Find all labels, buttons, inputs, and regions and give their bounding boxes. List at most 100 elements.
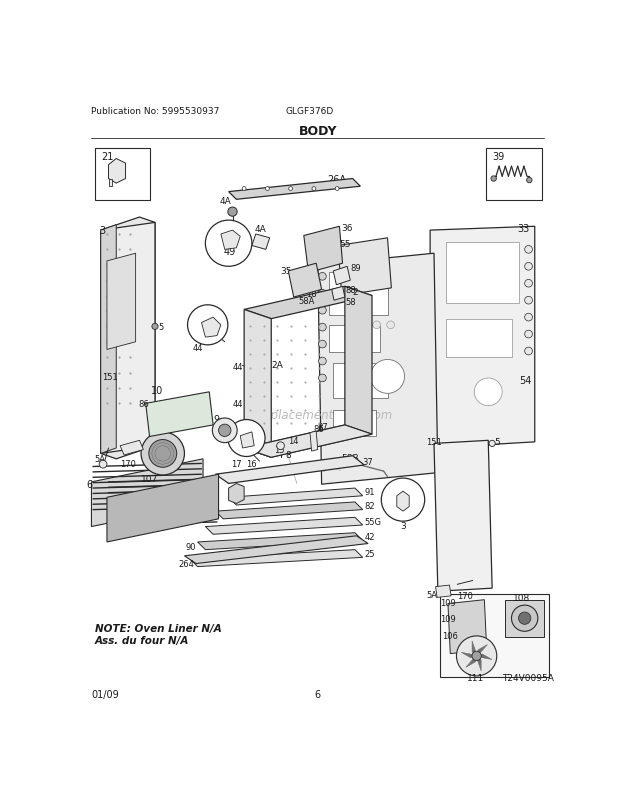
Text: 111: 111 bbox=[467, 673, 484, 683]
Text: 15: 15 bbox=[275, 445, 285, 455]
Circle shape bbox=[387, 322, 394, 330]
Text: 35: 35 bbox=[280, 267, 292, 276]
Text: 5A: 5A bbox=[427, 590, 437, 599]
Text: 18: 18 bbox=[306, 290, 317, 298]
Circle shape bbox=[525, 297, 533, 305]
Text: 44: 44 bbox=[232, 363, 243, 371]
Text: 82: 82 bbox=[365, 501, 375, 511]
Text: 14: 14 bbox=[288, 436, 299, 445]
Polygon shape bbox=[317, 254, 438, 484]
Polygon shape bbox=[252, 235, 270, 250]
Circle shape bbox=[212, 419, 237, 443]
Polygon shape bbox=[241, 432, 254, 448]
Polygon shape bbox=[430, 227, 534, 448]
Polygon shape bbox=[332, 287, 345, 301]
Polygon shape bbox=[338, 238, 391, 296]
Polygon shape bbox=[108, 180, 112, 187]
Polygon shape bbox=[229, 488, 363, 505]
Bar bbox=[505, 600, 544, 637]
Circle shape bbox=[381, 479, 425, 521]
Text: Publication No: 5995530937: Publication No: 5995530937 bbox=[92, 107, 220, 116]
Circle shape bbox=[526, 178, 532, 184]
Polygon shape bbox=[397, 492, 409, 512]
Text: 26A: 26A bbox=[327, 174, 346, 184]
Polygon shape bbox=[205, 517, 363, 535]
Text: 5: 5 bbox=[158, 322, 163, 331]
Polygon shape bbox=[477, 645, 487, 656]
Text: 91: 91 bbox=[365, 488, 374, 496]
Text: 58A: 58A bbox=[298, 297, 315, 306]
Text: 49: 49 bbox=[223, 246, 236, 257]
Polygon shape bbox=[244, 425, 372, 458]
Text: 5: 5 bbox=[495, 438, 500, 447]
Polygon shape bbox=[202, 318, 221, 338]
Circle shape bbox=[525, 348, 533, 355]
Polygon shape bbox=[244, 310, 272, 458]
Polygon shape bbox=[288, 264, 322, 298]
Bar bbox=[334, 364, 388, 399]
Text: 109: 109 bbox=[440, 614, 456, 624]
Polygon shape bbox=[310, 431, 317, 452]
Circle shape bbox=[228, 420, 265, 457]
Circle shape bbox=[319, 307, 326, 314]
Circle shape bbox=[525, 280, 533, 288]
Text: 33: 33 bbox=[518, 224, 530, 233]
Text: 10: 10 bbox=[151, 386, 164, 395]
Text: 109: 109 bbox=[440, 597, 456, 607]
Circle shape bbox=[345, 322, 353, 330]
Bar bbox=[334, 410, 376, 437]
Circle shape bbox=[489, 441, 495, 447]
Text: 37: 37 bbox=[363, 458, 373, 467]
Polygon shape bbox=[107, 254, 136, 350]
Text: 21: 21 bbox=[100, 152, 113, 162]
Text: 43: 43 bbox=[396, 488, 407, 497]
Bar bbox=[440, 594, 549, 678]
Polygon shape bbox=[120, 441, 143, 456]
Text: 86: 86 bbox=[138, 399, 149, 408]
Circle shape bbox=[525, 314, 533, 322]
Polygon shape bbox=[229, 180, 360, 200]
Circle shape bbox=[228, 208, 237, 217]
Polygon shape bbox=[448, 600, 487, 654]
Text: 54: 54 bbox=[520, 376, 531, 386]
Text: 151: 151 bbox=[102, 372, 118, 382]
Bar bbox=[446, 319, 511, 358]
Circle shape bbox=[373, 322, 381, 330]
Circle shape bbox=[319, 358, 326, 366]
Text: T24V0095A: T24V0095A bbox=[502, 673, 554, 683]
Circle shape bbox=[512, 606, 538, 631]
Polygon shape bbox=[477, 654, 492, 660]
Polygon shape bbox=[198, 533, 363, 550]
Circle shape bbox=[312, 188, 316, 191]
Text: 58: 58 bbox=[346, 298, 356, 307]
Polygon shape bbox=[221, 231, 241, 250]
Polygon shape bbox=[434, 441, 492, 592]
Text: 6: 6 bbox=[315, 690, 321, 699]
Circle shape bbox=[359, 322, 366, 330]
Circle shape bbox=[371, 360, 404, 394]
Polygon shape bbox=[216, 502, 363, 519]
Text: GLGF376D: GLGF376D bbox=[286, 107, 334, 116]
Text: 107: 107 bbox=[141, 474, 158, 483]
Polygon shape bbox=[466, 656, 477, 667]
Polygon shape bbox=[92, 460, 203, 527]
Text: 16: 16 bbox=[247, 460, 257, 468]
Polygon shape bbox=[190, 550, 363, 567]
Polygon shape bbox=[229, 484, 244, 504]
Text: 25: 25 bbox=[365, 549, 374, 558]
Text: 36: 36 bbox=[341, 224, 353, 233]
Text: 42: 42 bbox=[365, 533, 374, 541]
Polygon shape bbox=[244, 425, 372, 458]
Circle shape bbox=[319, 273, 326, 281]
Polygon shape bbox=[472, 641, 477, 656]
Text: 58B: 58B bbox=[341, 453, 358, 462]
Circle shape bbox=[141, 432, 185, 476]
Text: 2: 2 bbox=[353, 288, 358, 297]
Circle shape bbox=[518, 612, 531, 625]
Circle shape bbox=[205, 221, 252, 267]
Text: 90: 90 bbox=[186, 542, 197, 552]
Text: eReplacementParts.com: eReplacementParts.com bbox=[248, 409, 392, 422]
Text: 6: 6 bbox=[204, 512, 209, 520]
Text: 55G: 55G bbox=[365, 517, 381, 526]
Text: 3: 3 bbox=[99, 226, 105, 236]
